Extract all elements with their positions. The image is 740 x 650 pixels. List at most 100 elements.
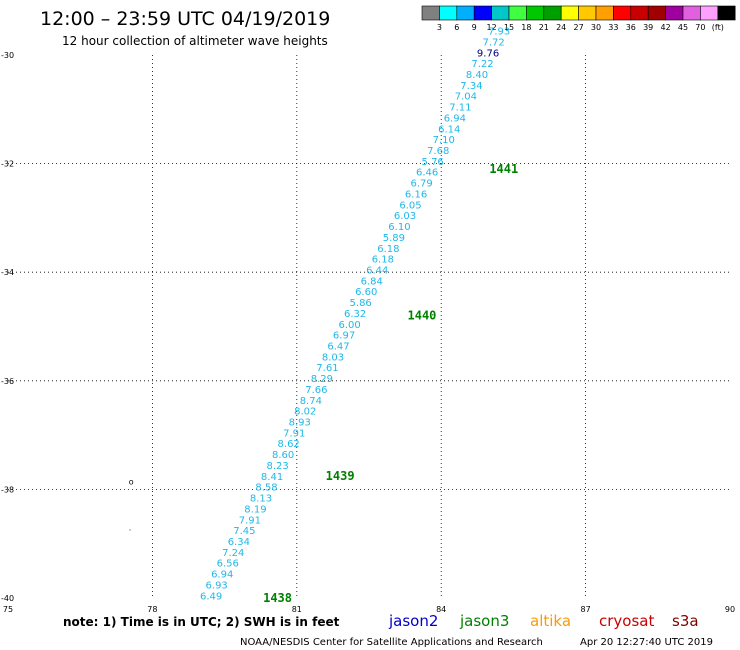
longitude-tick-label: 90 [725, 605, 735, 614]
legend-tick-label: 39 [643, 23, 653, 32]
legend-tick-label: 15 [504, 23, 514, 32]
wave-height-value: 6.18 [377, 244, 399, 255]
legend-tick-label: 30 [591, 23, 601, 32]
islands: o. [129, 477, 134, 532]
wave-height-value: 8.41 [261, 472, 283, 483]
wave-height-value: 7.72 [482, 37, 504, 48]
legend-tick-label: 42 [661, 23, 671, 32]
footer-timestamp: Apr 20 12:27:40 UTC 2019 [580, 637, 713, 648]
latitude-tick-label: -36 [1, 377, 14, 386]
wave-height-value: 6.97 [333, 331, 355, 342]
latitude-tick-label: -40 [1, 594, 14, 603]
wave-height-value: 6.32 [344, 309, 366, 320]
wave-height-value: 7.68 [427, 146, 449, 157]
legend-swatch [508, 5, 527, 21]
pass-number-label: 1439 [326, 469, 355, 483]
wave-height-value: 6.10 [388, 222, 410, 233]
legend-swatch [543, 5, 562, 21]
wave-height-value: 8.03 [322, 352, 344, 363]
wave-height-value: 8.23 [266, 461, 288, 472]
legend-swatch [613, 5, 632, 21]
page-subtitle: 12 hour collection of altimeter wave hei… [62, 34, 328, 48]
island-marker: . [129, 523, 132, 532]
latitude-tick-label: -34 [1, 268, 14, 277]
legend-tick-label: 70 [695, 23, 705, 32]
island-marker: o [129, 477, 134, 486]
pass-labels: 1438 1439 1440 1441 [263, 162, 518, 605]
wave-height-value: 7.91 [239, 515, 261, 526]
wave-height-value: 7.34 [460, 81, 482, 92]
wave-height-value: 6.56 [217, 559, 239, 570]
wave-height-value: 5.76 [422, 157, 444, 168]
satellite-name: cryosat [599, 612, 654, 630]
pass-number-label: 1438 [263, 591, 292, 605]
satellite-legend: jason2 jason3 altika cryosat s3a [388, 612, 699, 630]
color-scale-legend: 3 6 9 12 15 18 21 24 27 30 33 36 39 42 45 70 (ft) [421, 5, 736, 32]
legend-tick-label: 36 [626, 23, 636, 32]
latitude-tick-label: -38 [1, 485, 14, 494]
legend-swatch [560, 5, 579, 21]
legend-swatch [526, 5, 545, 21]
wave-height-value: 7.11 [449, 103, 471, 114]
wave-height-value: 6.79 [410, 179, 432, 190]
wave-height-value: 6.18 [372, 255, 394, 266]
longitude-tick-label: 78 [147, 605, 157, 614]
legend-tick-label: 6 [454, 23, 459, 32]
wave-height-value: 6.84 [361, 276, 383, 287]
wave-height-value: 8.29 [311, 374, 333, 385]
footer-note: note: 1) Time is in UTC; 2) SWH is in fe… [63, 615, 340, 629]
legend-swatch [456, 5, 475, 21]
wave-height-value: 6.94 [444, 113, 466, 124]
page-title: 12:00 – 23:59 UTC 04/19/2019 [40, 8, 330, 30]
longitude-tick-label: 75 [3, 605, 13, 614]
wave-height-value: 7.24 [222, 548, 244, 559]
wave-height-value: 5.86 [350, 298, 372, 309]
wave-height-value: 8.40 [466, 70, 488, 81]
legend-swatch [421, 5, 440, 21]
wave-height-value: 6.93 [206, 580, 228, 591]
legend-tick-label: 3 [437, 23, 442, 32]
wave-height-value: 8.93 [289, 418, 311, 429]
wave-height-value: 8.60 [272, 450, 294, 461]
legend-tick-label: 24 [556, 23, 566, 32]
legend-swatch [665, 5, 684, 21]
wave-height-value: 7.45 [233, 526, 255, 537]
wave-height-value: 6.94 [211, 570, 233, 581]
wave-height-value: 7.61 [316, 363, 338, 374]
legend-swatch [647, 5, 666, 21]
wave-height-value: 9.76 [477, 48, 499, 59]
wave-height-value: 7.10 [433, 135, 455, 146]
legend-swatch [578, 5, 597, 21]
wave-height-value: 7.66 [305, 385, 327, 396]
pass-number-label: 1440 [408, 309, 437, 323]
wave-height-value: 7.04 [455, 92, 477, 103]
legend-tick-label: 33 [608, 23, 618, 32]
wave-height-value: 6.00 [338, 320, 360, 331]
legend-tick-label: 27 [574, 23, 584, 32]
legend-swatch [595, 5, 614, 21]
wave-height-value: 6.49 [200, 591, 222, 602]
legend-tick-label: 18 [521, 23, 531, 32]
legend-tick-label: 21 [539, 23, 549, 32]
latitude-labels: -30 -32 -34 -36 -38 -40 [1, 51, 14, 603]
wave-height-value: 8.13 [250, 494, 272, 505]
legend-swatch [439, 5, 458, 21]
pass-number-label: 1441 [489, 162, 518, 176]
longitude-tick-label: 84 [436, 605, 446, 614]
legend-tick-label: 45 [678, 23, 688, 32]
legend-tick-label: 9 [472, 23, 477, 32]
legend-swatch [682, 5, 701, 21]
wave-height-value: 6.16 [405, 189, 427, 200]
satellite-name: altika [530, 612, 571, 630]
wave-height-value: 7.93 [488, 27, 510, 38]
satellite-name: s3a [672, 612, 699, 630]
wave-height-value: 7.91 [283, 428, 305, 439]
wave-height-value: 6.60 [355, 287, 377, 298]
wave-height-value: 6.34 [228, 537, 250, 548]
satellite-name: jason2 [388, 612, 438, 630]
wave-height-value: 8.74 [300, 396, 322, 407]
legend-swatch [630, 5, 649, 21]
wave-height-value: 8.02 [294, 407, 316, 418]
wave-height-observations: 6.496.936.946.567.246.347.457.918.198.13… [200, 27, 510, 603]
wave-height-value: 6.03 [394, 211, 416, 222]
